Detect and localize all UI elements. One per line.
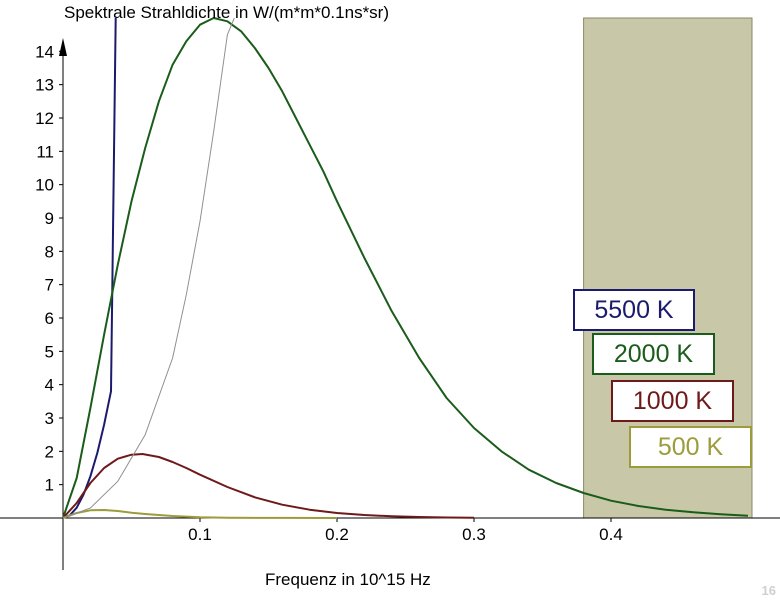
series-line-5500k xyxy=(62,17,117,519)
legend-item: 2000 K xyxy=(592,333,715,375)
series-line-1000k xyxy=(62,453,475,519)
series-line-500k xyxy=(62,509,338,519)
legend-item: 5500 K xyxy=(573,289,695,331)
legend-item: 1000 K xyxy=(611,380,734,422)
y-tick-label: 13 xyxy=(35,76,54,95)
x-tick-label: 0.4 xyxy=(599,525,623,544)
y-tick-label: 12 xyxy=(35,109,54,128)
y-axis-arrow xyxy=(59,38,67,56)
x-tick-label: 0.1 xyxy=(188,525,212,544)
legend-item: 500 K xyxy=(629,426,752,468)
y-tick-label: 3 xyxy=(45,409,54,428)
y-tick-label: 4 xyxy=(45,376,54,395)
x-tick-label: 0.3 xyxy=(462,525,486,544)
x-ticks: 0.1 0.2 0.3 0.4 xyxy=(188,518,623,544)
y-tick-label: 7 xyxy=(45,276,54,295)
y-tick-label: 9 xyxy=(45,209,54,228)
y-axis-label: Spektrale Strahldichte in W/(m*m*0.1ns*s… xyxy=(64,3,389,22)
y-tick-label: 2 xyxy=(45,442,54,461)
y-tick-label: 8 xyxy=(45,242,54,261)
page-number: 16 xyxy=(761,583,776,598)
series-lines xyxy=(62,17,749,519)
y-tick-label: 1 xyxy=(45,476,54,495)
y-tick-label: 10 xyxy=(35,176,54,195)
y-tick-label: 14 xyxy=(35,42,54,61)
x-axis-label: Frequenz in 10^15 Hz xyxy=(265,570,431,589)
y-tick-label: 6 xyxy=(45,309,54,328)
y-tick-label: 5 xyxy=(45,342,54,361)
x-tick-label: 0.2 xyxy=(325,525,349,544)
series-line-2000k xyxy=(62,17,749,519)
series-line-gray xyxy=(62,17,235,519)
y-tick-label: 11 xyxy=(36,142,54,161)
